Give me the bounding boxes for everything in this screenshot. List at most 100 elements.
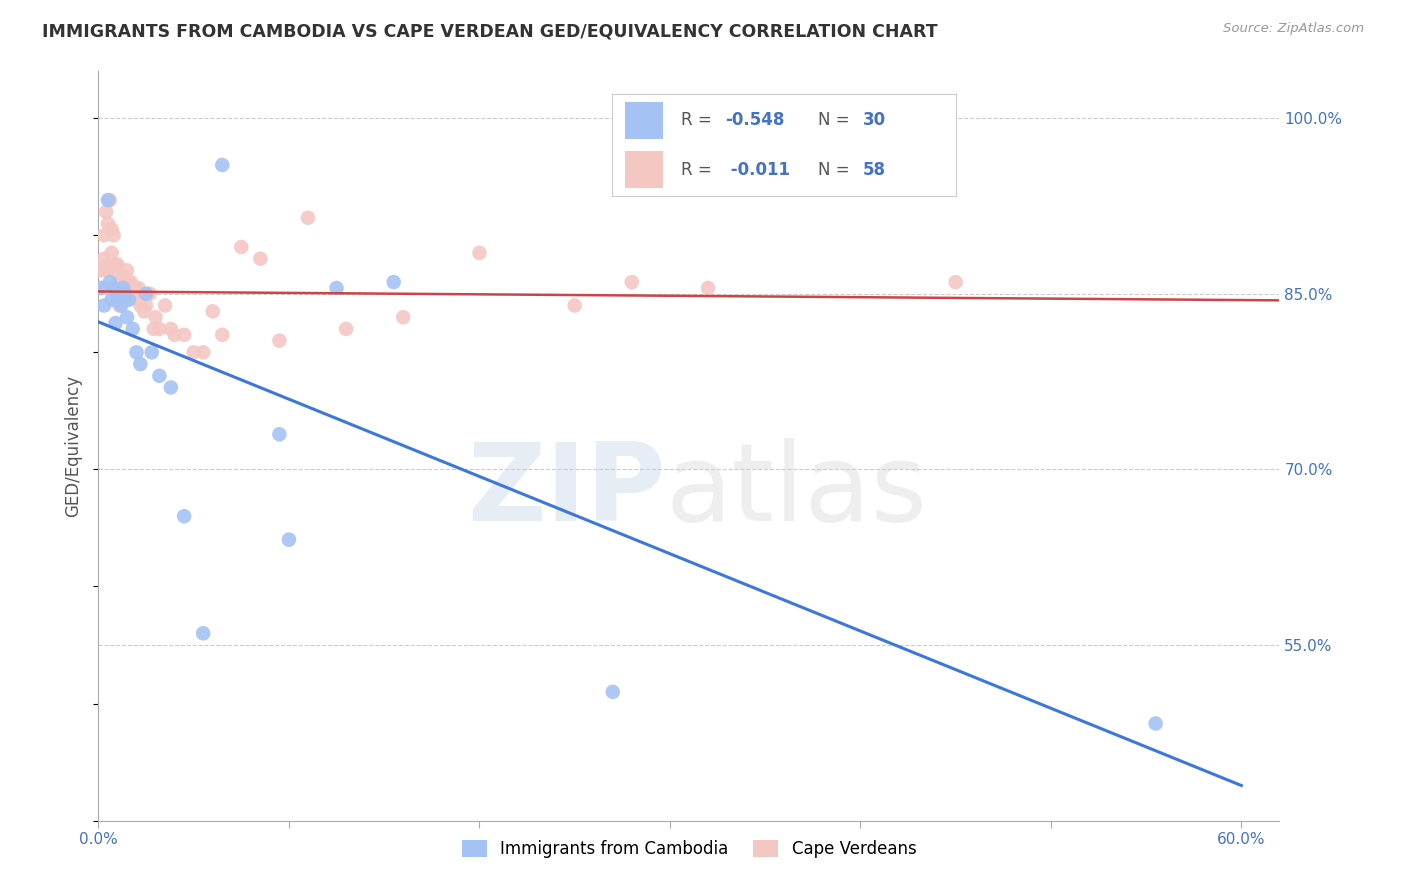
Point	[104, 281, 127, 295]
Point	[183, 345, 205, 359]
Text: 58: 58	[863, 161, 886, 178]
Point	[1144, 716, 1167, 731]
Point	[108, 286, 131, 301]
Point	[134, 304, 156, 318]
Point	[104, 316, 127, 330]
Point	[129, 357, 152, 371]
Point	[108, 269, 131, 284]
Point	[142, 322, 165, 336]
Text: Source: ZipAtlas.com: Source: ZipAtlas.com	[1223, 22, 1364, 36]
Point	[98, 193, 121, 207]
Point	[98, 258, 121, 272]
Point	[103, 281, 125, 295]
Point	[93, 252, 115, 266]
Text: -0.011: -0.011	[725, 161, 790, 178]
Point	[335, 322, 357, 336]
Text: R =: R =	[681, 161, 717, 178]
Point	[269, 427, 291, 442]
Point	[127, 281, 149, 295]
Point	[97, 217, 120, 231]
Point	[211, 327, 233, 342]
Text: ZIP: ZIP	[467, 438, 665, 544]
Point	[231, 240, 253, 254]
Point	[121, 286, 143, 301]
Point	[121, 322, 143, 336]
Point	[620, 275, 643, 289]
Point	[98, 275, 121, 289]
Point	[100, 222, 122, 236]
Point	[173, 509, 195, 524]
Point	[89, 263, 111, 277]
Point	[697, 281, 720, 295]
Point	[89, 281, 111, 295]
Point	[193, 626, 215, 640]
Text: 30: 30	[863, 112, 886, 129]
Point	[93, 298, 115, 313]
Point	[103, 228, 125, 243]
Point	[100, 293, 122, 307]
Point	[249, 252, 271, 266]
Point	[129, 298, 152, 313]
Point	[107, 293, 129, 307]
Text: -0.548: -0.548	[725, 112, 785, 129]
Point	[325, 281, 347, 295]
Point	[468, 245, 491, 260]
Point	[94, 204, 117, 219]
Point	[124, 281, 146, 295]
Point	[115, 293, 138, 307]
Point	[148, 368, 170, 383]
Point	[193, 345, 215, 359]
Point	[163, 327, 186, 342]
Point	[118, 275, 141, 289]
Point	[112, 281, 135, 295]
Y-axis label: GED/Equivalency: GED/Equivalency	[65, 375, 83, 517]
Text: N =: N =	[818, 161, 855, 178]
Point	[564, 298, 586, 313]
Legend: Immigrants from Cambodia, Cape Verdeans: Immigrants from Cambodia, Cape Verdeans	[456, 833, 922, 864]
Point	[392, 310, 415, 325]
Text: atlas: atlas	[665, 438, 928, 544]
Point	[103, 263, 125, 277]
Point	[153, 298, 176, 313]
Point	[135, 286, 157, 301]
Point	[93, 228, 115, 243]
Point	[114, 286, 136, 301]
Point	[125, 293, 148, 307]
Point	[141, 345, 163, 359]
Point	[139, 286, 162, 301]
Bar	[626, 102, 664, 139]
Point	[107, 258, 129, 272]
Point	[97, 193, 120, 207]
Point	[108, 298, 131, 313]
Point	[269, 334, 291, 348]
Point	[297, 211, 319, 225]
Point	[110, 275, 132, 289]
Text: IMMIGRANTS FROM CAMBODIA VS CAPE VERDEAN GED/EQUIVALENCY CORRELATION CHART: IMMIGRANTS FROM CAMBODIA VS CAPE VERDEAN…	[42, 22, 938, 40]
Text: R =: R =	[681, 112, 717, 129]
Point	[135, 298, 157, 313]
Point	[115, 263, 138, 277]
Text: N =: N =	[818, 112, 855, 129]
Point	[945, 275, 967, 289]
Point	[602, 685, 624, 699]
Point	[97, 258, 120, 272]
Point	[120, 275, 142, 289]
Point	[125, 345, 148, 359]
Bar	[626, 151, 664, 188]
Point	[173, 327, 195, 342]
Point	[107, 286, 129, 301]
Point	[100, 245, 122, 260]
Point	[211, 158, 233, 172]
Point	[159, 322, 181, 336]
Point	[114, 275, 136, 289]
Point	[112, 275, 135, 289]
Point	[91, 281, 114, 295]
Point	[277, 533, 299, 547]
Point	[94, 263, 117, 277]
Point	[110, 298, 132, 313]
Point	[382, 275, 405, 289]
Point	[201, 304, 224, 318]
Point	[118, 293, 141, 307]
Point	[112, 269, 135, 284]
Point	[148, 322, 170, 336]
